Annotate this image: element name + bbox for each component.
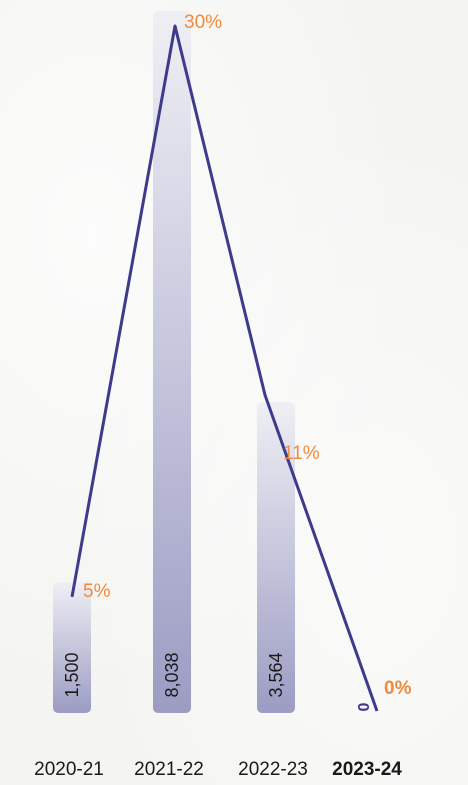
percent-label-2020-21: 5% xyxy=(83,581,111,602)
bars-group xyxy=(53,11,295,713)
percent-label-2021-22: 30% xyxy=(184,12,222,33)
x-ticks-group: 2020-21 2021-22 2022-23 2023-24 xyxy=(34,759,402,780)
bar-2022-23 xyxy=(257,401,295,713)
percent-label-2022-23: 11% xyxy=(283,443,320,464)
x-tick-2020-21: 2020-21 xyxy=(34,759,104,780)
x-tick-2023-24: 2023-24 xyxy=(332,759,402,780)
x-tick-2022-23: 2022-23 xyxy=(238,759,308,780)
line-group xyxy=(70,24,379,712)
value-label-2020-21: 1,500 xyxy=(62,652,82,697)
percent-label-2023-24: 0% xyxy=(384,678,412,699)
x-tick-2021-22: 2021-22 xyxy=(134,759,204,780)
value-labels-group: 1,500 8,038 3,564 0 xyxy=(62,652,373,711)
bar-2020-21 xyxy=(53,581,91,713)
value-label-2021-22: 8,038 xyxy=(162,652,182,697)
percent-labels-group: 5% 30% 11% 0% xyxy=(83,12,412,699)
value-label-2022-23: 3,564 xyxy=(266,652,286,697)
bar-2021-22 xyxy=(153,11,191,713)
percent-line xyxy=(70,24,379,712)
value-label-2023-24: 0 xyxy=(356,702,373,711)
